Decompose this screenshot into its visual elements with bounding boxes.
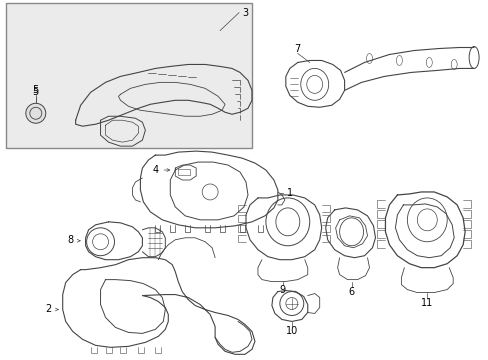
Text: 5: 5 [33,87,39,97]
Text: 1: 1 [286,188,292,198]
Text: 4: 4 [152,165,158,175]
Bar [6,3,251,148]
Text: 5: 5 [33,85,39,95]
Text: 7: 7 [294,44,300,54]
Text: 9: 9 [279,284,285,294]
Ellipse shape [26,103,46,123]
Text: 6: 6 [348,287,354,297]
Text: 8: 8 [67,235,74,245]
Text: 10: 10 [285,327,297,336]
Text: 11: 11 [420,297,432,307]
Text: 2: 2 [45,305,52,315]
Text: 3: 3 [242,8,247,18]
